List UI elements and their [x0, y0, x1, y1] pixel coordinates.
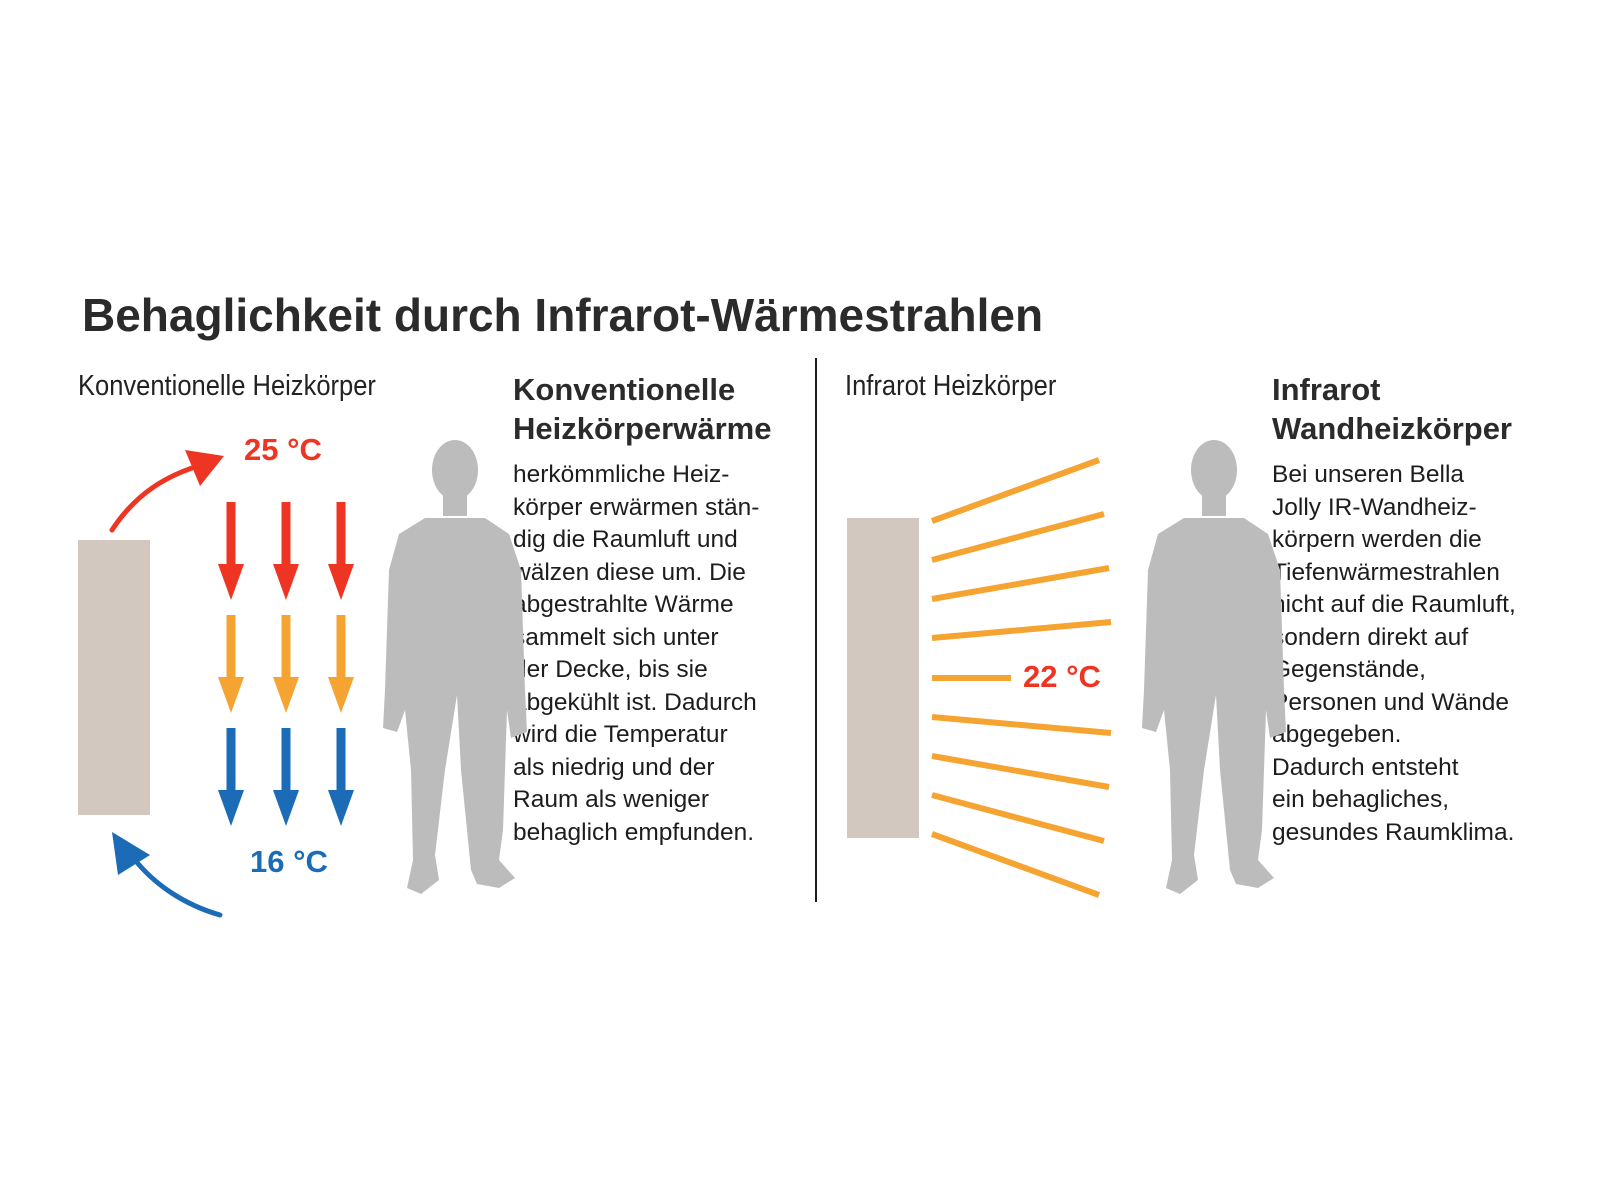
infrared-ray: [931, 511, 1105, 563]
infrared-ray: [931, 565, 1110, 602]
infrared-text-line: sondern direkt auf: [1272, 623, 1469, 651]
cold-air-arrowhead-icon: [112, 832, 150, 875]
infrared-text-line: Dadurch entsteht: [1272, 753, 1459, 781]
infrared-text-line: körpern werden die: [1272, 526, 1482, 553]
infrared-text-line: Bei unseren Bella: [1272, 461, 1465, 488]
infrared-panel-label: Infrarot Heizkörper: [845, 370, 1057, 402]
infrared-radiator: [847, 518, 919, 838]
temperature-top-label: 25 °C: [244, 432, 322, 467]
down-arrow-icon: [328, 728, 354, 826]
conventional-text-line: körper erwärmen stän-: [513, 493, 760, 521]
hot-air-arrowhead-icon: [185, 450, 224, 486]
infrared-heading-line-1: Infrarot: [1272, 372, 1381, 407]
down-arrow-icon: [218, 728, 244, 826]
infrared-description: Bei unseren Bella Jolly IR-Wandheiz- kör…: [1272, 459, 1516, 849]
infrared-temperature-label: 22 °C: [1023, 659, 1101, 694]
conventional-heading: Konventionelle Heizkörperwärme: [513, 370, 771, 448]
infrared-ray: [931, 753, 1110, 790]
conventional-text-line: abgestrahlte Wärme: [513, 591, 734, 618]
page-title: Behaglichkeit durch Infrarot-Wärmestrahl…: [82, 289, 1044, 341]
conventional-panel-label: Konventionelle Heizkörper: [78, 370, 376, 402]
cold-air-arrow-icon: [132, 857, 223, 918]
down-arrow-icon: [273, 615, 299, 713]
infrared-person-silhouette: [1142, 440, 1286, 894]
down-arrow-icon: [218, 615, 244, 713]
panel-divider: [815, 358, 817, 902]
conventional-person-silhouette: [383, 440, 527, 894]
conventional-text-line: sammelt sich unter: [513, 623, 719, 651]
hot-air-arrow-icon: [109, 461, 208, 533]
infrared-heading: Infrarot Wandheizkörper: [1272, 370, 1512, 448]
conventional-text-line: wälzen diese um. Die: [513, 558, 746, 586]
infrared-heading-line-2: Wandheizkörper: [1272, 411, 1512, 446]
down-arrow-icon: [328, 615, 354, 713]
conventional-text-line: Raum als weniger: [513, 786, 710, 813]
infrared-text-line: nicht auf die Raumluft,: [1272, 591, 1516, 618]
conventional-text-line: der Decke, bis sie: [513, 656, 708, 683]
infrared-text-line: Jolly IR-Wandheiz-: [1272, 493, 1477, 521]
down-arrow-icon: [273, 728, 299, 826]
conventional-text-line: abgekühlt ist. Dadurch: [513, 688, 757, 716]
infrared-text-line: Personen und Wände: [1272, 688, 1509, 716]
conventional-radiator: [78, 540, 150, 815]
conventional-text-line: behaglich empfunden.: [513, 818, 755, 846]
conventional-heading-line-2: Heizkörperwärme: [513, 411, 772, 446]
down-arrow-icon: [218, 502, 244, 600]
infrared-ray: [931, 714, 1112, 736]
infrared-ray: [931, 792, 1105, 844]
conventional-text-line: wird die Temperatur: [513, 721, 728, 748]
infrared-text-line: abgegeben.: [1272, 721, 1402, 748]
conventional-text-line: als niedrig und der: [513, 753, 715, 781]
infrared-ray: [930, 831, 1101, 898]
infrared-text-line: Tiefenwärmestrahlen: [1272, 558, 1500, 586]
infrared-ray: [930, 457, 1101, 524]
conventional-heading-line-1: Konventionelle: [513, 372, 736, 407]
conventional-text-line: dig die Raumluft und: [513, 526, 738, 553]
temperature-bottom-label: 16 °C: [250, 844, 328, 879]
infrared-text-line: ein behagliches,: [1272, 786, 1450, 813]
infrared-ray: [931, 619, 1112, 641]
infrared-text-line: Gegenstände,: [1272, 656, 1426, 683]
down-arrow-icon: [273, 502, 299, 600]
down-arrow-icon: [328, 502, 354, 600]
conventional-description: herkömmliche Heiz- körper erwärmen stän-…: [513, 459, 759, 849]
conventional-text-line: herkömmliche Heiz-: [513, 461, 730, 488]
infrared-text-line: gesundes Raumklima.: [1272, 818, 1515, 846]
